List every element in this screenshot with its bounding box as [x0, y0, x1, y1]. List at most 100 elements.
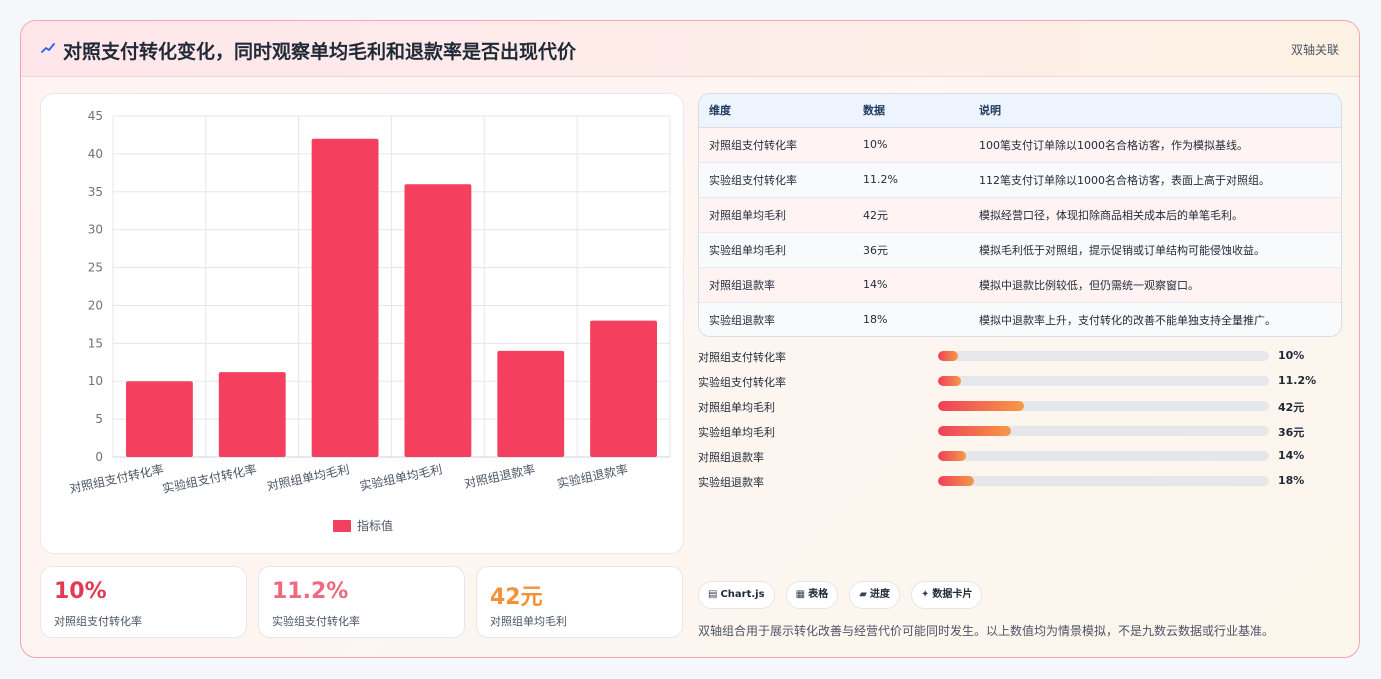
stat-value: 10% [54, 579, 107, 604]
progress-row: 对照组支付转化率 10% [698, 347, 1338, 372]
progress-value: 14% [1278, 449, 1305, 462]
progress-value: 10% [1278, 349, 1305, 362]
footnote: 双轴组合用于展示转化改善与经营代价可能同时发生。以上数值均为情景模拟，不是九数云… [698, 624, 1275, 638]
stat-card-control-margin: 42元 对照组单均毛利 [476, 566, 683, 638]
progress-value: 18% [1278, 474, 1305, 487]
table-cell: 11.2% [853, 162, 969, 198]
table-cell: 42元 [853, 197, 969, 233]
progress-list: 对照组支付转化率 10% 实验组支付转化率 11.2% 对照组单均毛利 42元 … [698, 347, 1338, 497]
chart-icon: ▤ [708, 589, 718, 600]
chip-progress[interactable]: ▰ 进度 [849, 581, 900, 609]
progress-fill [938, 376, 961, 386]
progress-value: 36元 [1278, 426, 1305, 439]
x-tick-label: 对照组单均毛利 [266, 462, 351, 493]
progress-label: 实验组支付转化率 [698, 376, 786, 389]
chip-label: 进度 [869, 589, 890, 600]
progress-fill [938, 401, 1025, 411]
progress-label: 对照组退款率 [698, 451, 764, 464]
stat-value: 11.2% [272, 579, 349, 604]
column-header: 说明 [969, 94, 1341, 128]
page-title: 对照支付转化变化，同时观察单均毛利和退款率是否出现代价 [63, 41, 577, 63]
y-tick-label: 45 [88, 109, 103, 123]
progress-track [938, 476, 1269, 486]
table-cell: 实验组退款率 [699, 302, 853, 336]
table-cell: 实验组单均毛利 [699, 232, 853, 268]
card-header: 对照支付转化变化，同时观察单均毛利和退款率是否出现代价 双轴关联 [21, 21, 1359, 77]
bar [218, 372, 286, 457]
x-tick-label: 对照组支付转化率 [68, 461, 165, 496]
progress-track [938, 426, 1269, 436]
table-row: 实验组支付转化率 11.2% 112笔支付订单除以1000名合格访客，表面上高于… [699, 162, 1341, 198]
progress-track [938, 376, 1269, 386]
chip-data-cards[interactable]: ✦ 数据卡片 [911, 581, 983, 609]
progress-track [938, 351, 1269, 361]
y-tick-label: 10 [88, 374, 103, 388]
progress-fill [938, 426, 1011, 436]
chip-table[interactable]: ▦ 表格 [785, 581, 839, 609]
stat-label: 对照组单均毛利 [490, 615, 567, 628]
chip-label: Chart.js [720, 589, 765, 600]
report-card: 对照支付转化变化，同时观察单均毛利和退款率是否出现代价 双轴关联 0 5 10 15 2… [20, 20, 1360, 658]
table-row: 对照组单均毛利 42元 模拟经营口径，体现扣除商品相关成本后的单笔毛利。 [699, 197, 1341, 233]
table-cell: 模拟经营口径，体现扣除商品相关成本后的单笔毛利。 [969, 197, 1341, 233]
metrics-table: 维度 数据 说明 对照组支付转化率 10% 100笔支付订单除以1000名合格访… [698, 93, 1342, 337]
y-tick-label: 20 [88, 298, 103, 312]
y-tick-label: 0 [95, 450, 103, 464]
table-row: 实验组单均毛利 36元 模拟毛利低于对照组，提示促销或订单结构可能侵蚀收益。 [699, 232, 1341, 268]
y-tick-label: 25 [88, 261, 103, 275]
table-cell: 实验组支付转化率 [699, 162, 853, 198]
bar [590, 320, 658, 457]
sparkle-icon: ✦ [921, 589, 930, 600]
y-tick-label: 5 [95, 412, 103, 426]
y-tick-label: 30 [88, 223, 103, 237]
progress-row: 实验组退款率 18% [698, 472, 1338, 497]
legend-label: 指标值 [357, 518, 393, 533]
progress-label: 对照组支付转化率 [698, 351, 786, 364]
progress-fill [938, 351, 958, 361]
progress-label: 对照组单均毛利 [698, 401, 775, 414]
progress-icon: ▰ [859, 589, 867, 600]
table-cell: 100笔支付订单除以1000名合格访客，作为模拟基线。 [969, 127, 1341, 163]
table-row: 对照组退款率 14% 模拟中退款比例较低，但仍需统一观察窗口。 [699, 267, 1341, 303]
x-tick-label: 实验组退款率 [556, 461, 630, 491]
table-cell: 模拟毛利低于对照组，提示促销或订单结构可能侵蚀收益。 [969, 232, 1341, 268]
bar [311, 138, 379, 457]
table-cell: 18% [853, 302, 969, 336]
progress-track [938, 451, 1269, 461]
progress-track [938, 401, 1269, 411]
column-header: 数据 [853, 94, 969, 128]
stat-card-test-conversion: 11.2% 实验组支付转化率 [258, 566, 465, 638]
feature-chips: ▤ Chart.js ▦ 表格 ▰ 进度 ✦ 数据卡片 [698, 581, 988, 609]
bar [125, 381, 193, 457]
table-cell: 模拟中退款比例较低，但仍需统一观察窗口。 [969, 267, 1341, 303]
chip-chartjs[interactable]: ▤ Chart.js [698, 581, 775, 609]
y-tick-label: 35 [88, 185, 103, 199]
stat-value: 42元 [490, 585, 543, 610]
table-row: 对照组支付转化率 10% 100笔支付订单除以1000名合格访客，作为模拟基线。 [699, 127, 1341, 163]
header-tag: 双轴关联 [1290, 43, 1339, 57]
y-tick-label: 40 [88, 147, 103, 161]
chip-label: 数据卡片 [932, 589, 973, 600]
table-cell: 14% [853, 267, 969, 303]
bar [497, 350, 565, 457]
progress-row: 对照组单均毛利 42元 [698, 397, 1338, 422]
progress-fill [938, 451, 967, 461]
progress-label: 实验组单均毛利 [698, 426, 775, 439]
stat-label: 对照组支付转化率 [54, 615, 142, 628]
progress-value: 11.2% [1278, 374, 1317, 387]
table-cell: 对照组退款率 [699, 267, 853, 303]
progress-label: 实验组退款率 [698, 476, 764, 489]
x-tick-label: 对照组退款率 [463, 461, 537, 491]
progress-row: 对照组退款率 14% [698, 447, 1338, 472]
y-tick-label: 15 [88, 336, 103, 350]
progress-value: 42元 [1278, 401, 1305, 414]
x-tick-label: 实验组单均毛利 [358, 461, 443, 493]
bar [404, 184, 472, 457]
x-tick-label: 实验组支付转化率 [161, 461, 258, 496]
table-cell: 对照组支付转化率 [699, 127, 853, 163]
stat-card-control-conversion: 10% 对照组支付转化率 [40, 566, 247, 638]
table-icon: ▦ [795, 589, 806, 600]
sparkline-icon [41, 43, 55, 53]
stat-label: 实验组支付转化率 [272, 615, 360, 628]
